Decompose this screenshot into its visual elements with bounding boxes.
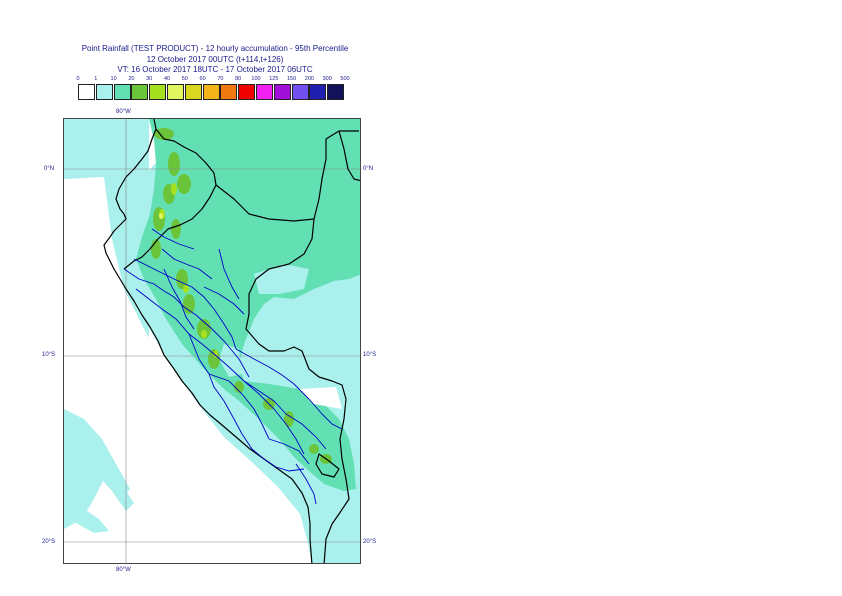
legend-label: 200 — [304, 76, 314, 82]
lon-label-bottom: 80°W — [116, 567, 131, 573]
legend-label: 50 — [181, 76, 188, 82]
legend-swatch — [149, 84, 167, 100]
graticule — [64, 119, 360, 563]
lat-label-right-20: 20°S — [363, 539, 377, 545]
legend-label: 10 — [110, 76, 117, 82]
legend-label: 30 — [146, 76, 153, 82]
title-line-3: VT: 16 October 2017 18UTC - 17 October 2… — [117, 65, 313, 74]
lat-label-right-10: 10°S — [363, 352, 377, 358]
title-line-1: Point Rainfall (TEST PRODUCT) - 12 hourl… — [81, 44, 349, 53]
legend-swatch — [220, 84, 238, 100]
map-frame — [63, 118, 361, 564]
rainfall-map — [64, 119, 360, 563]
legend-label: 0 — [76, 76, 80, 82]
legend-swatch — [327, 84, 345, 100]
ocean-streak-3 — [64, 499, 109, 533]
lon-label-top: 80°W — [116, 109, 131, 115]
legend-swatch — [184, 84, 202, 100]
legend-label: 80 — [235, 76, 242, 82]
legend-swatch — [238, 84, 256, 100]
legend-label: 40 — [163, 76, 171, 82]
legend-swatch — [78, 84, 95, 100]
land-rain-area — [136, 119, 360, 491]
legend-swatch — [256, 84, 273, 100]
lat-label-right-0: 0°N — [363, 166, 374, 172]
legend-label: 125 — [269, 76, 279, 82]
lat-label-left-20: 20°S — [42, 539, 56, 545]
land-clear-3 — [254, 264, 309, 294]
legend-swatch — [309, 84, 327, 100]
ocean-clear-area — [64, 177, 310, 563]
lat-label-left-10: 10°S — [42, 352, 56, 358]
legend-label: 500 — [340, 76, 350, 82]
legend-label: 70 — [217, 76, 224, 82]
legend-label: 300 — [322, 76, 332, 82]
legend-label: 20 — [128, 76, 135, 82]
legend-label: 150 — [287, 76, 297, 82]
land-clear-4 — [219, 344, 242, 377]
legend-swatch — [167, 84, 184, 100]
extreme-rain-cells — [159, 213, 163, 219]
land-clear-2 — [299, 387, 342, 409]
ocean-streak-2 — [84, 449, 134, 511]
legend-swatch — [131, 84, 149, 100]
legend-swatch — [291, 84, 309, 100]
legend-swatch — [202, 84, 220, 100]
legend-label: 60 — [199, 76, 206, 82]
legend-swatch — [113, 84, 131, 100]
legend-label: 100 — [251, 76, 261, 82]
title-line-2: 12 October 2017 00UTC (t+114,t+126) — [146, 55, 284, 64]
legend-label: 1 — [94, 76, 98, 82]
legend-swatch — [95, 84, 113, 100]
legend-swatch — [273, 84, 291, 100]
region-borders — [123, 228, 343, 505]
lat-label-left-0: 0°N — [44, 166, 55, 172]
country-borders — [103, 119, 360, 563]
